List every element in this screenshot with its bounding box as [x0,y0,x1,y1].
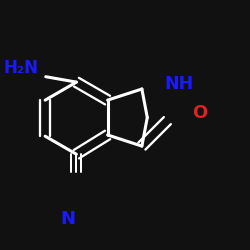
Text: O: O [192,104,207,122]
Text: H₂N: H₂N [3,59,38,77]
Text: N: N [60,210,75,228]
Text: NH: NH [165,75,194,93]
